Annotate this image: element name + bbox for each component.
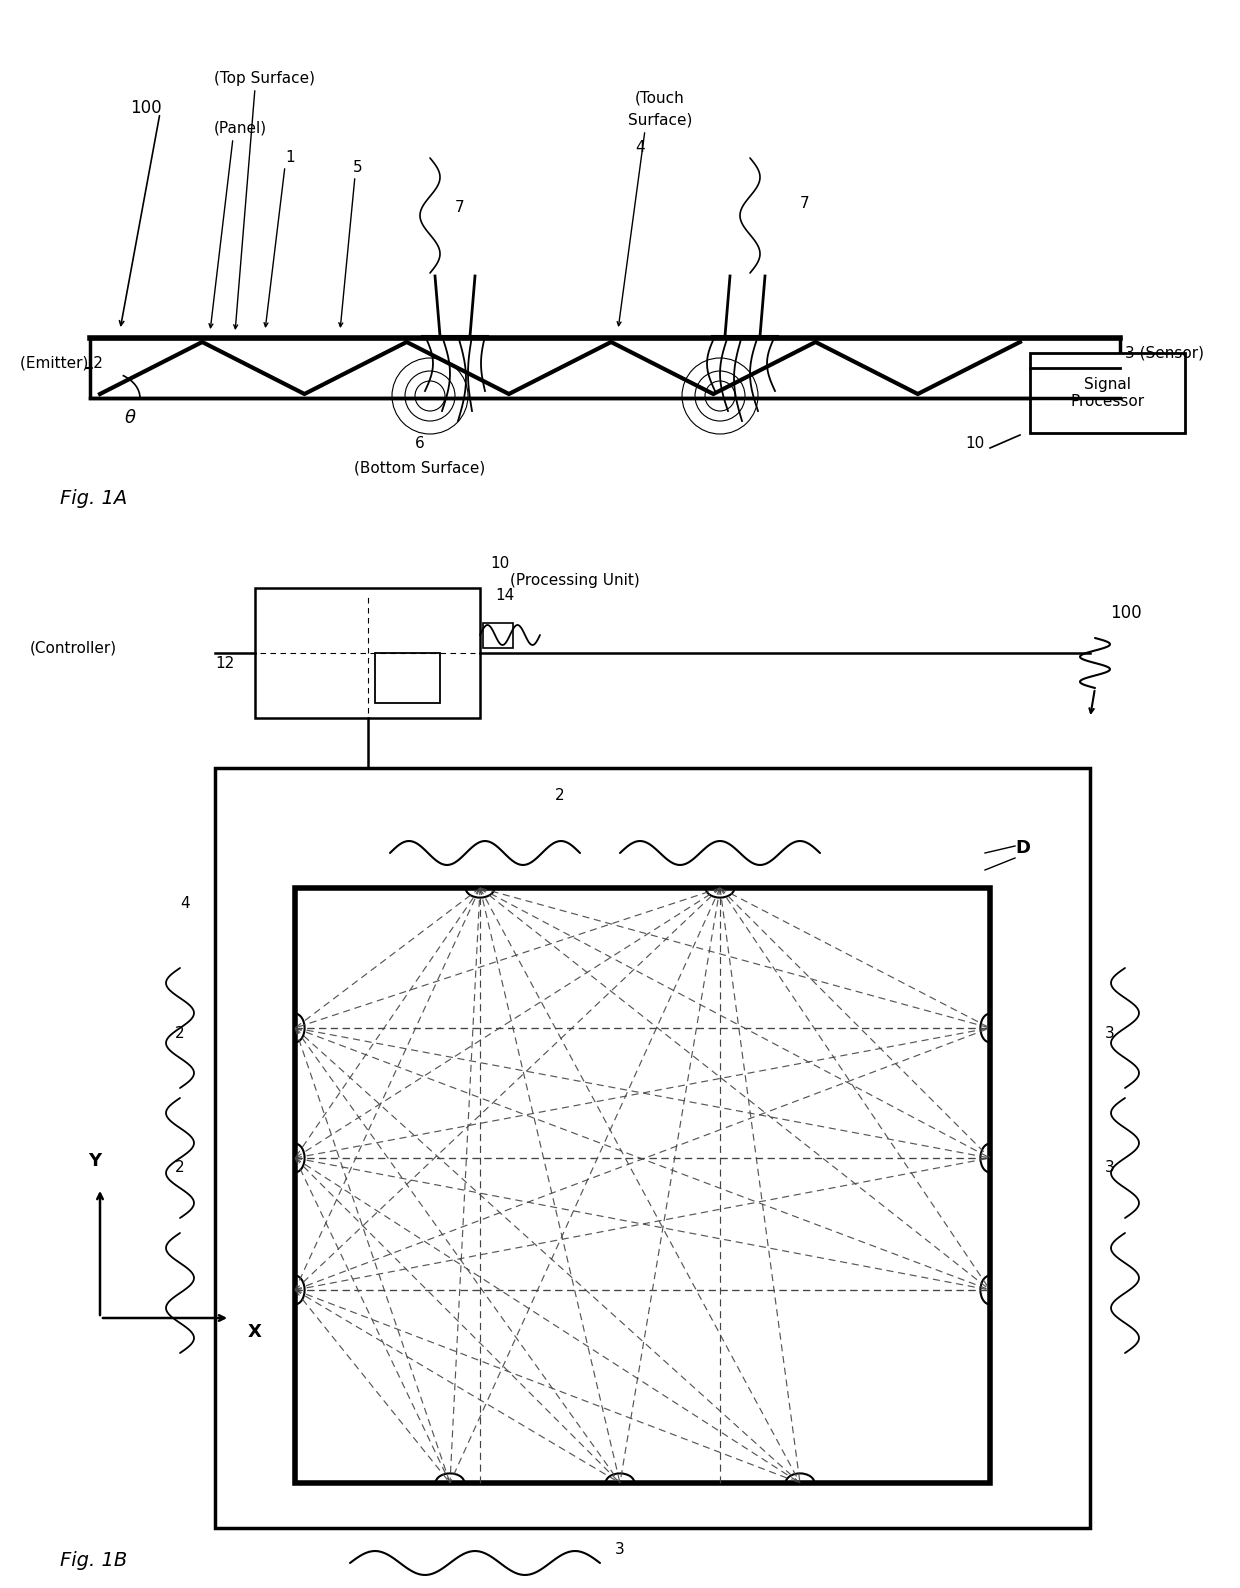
Text: 4: 4 [180,896,190,910]
Text: 14: 14 [495,588,515,602]
Text: (Emitter) 2: (Emitter) 2 [20,356,103,370]
Bar [295,888,990,1483]
Text: 3: 3 [1105,1161,1115,1175]
Text: 3: 3 [1105,1026,1115,1040]
Text: D: D [1016,838,1030,858]
Text: 2: 2 [175,1161,185,1175]
Bar [255,588,480,718]
Text: 2: 2 [175,1026,185,1040]
Text: $\theta$: $\theta$ [124,410,136,427]
Text: 10: 10 [490,556,510,570]
Text: (Touch: (Touch [635,91,684,105]
Bar [91,338,1120,399]
Text: 10: 10 [966,437,985,451]
Text: X: X [248,1323,262,1340]
Text: 2: 2 [556,789,564,804]
Text: (Top Surface): (Top Surface) [215,70,315,86]
Text: 100: 100 [130,98,161,118]
Text: 4: 4 [635,140,645,156]
Text: Fig. 1A: Fig. 1A [60,489,128,508]
Text: 6: 6 [415,435,425,451]
Bar [1030,353,1185,434]
Text: Surface): Surface) [627,113,692,127]
Text: Y: Y [88,1151,102,1170]
Text: 1: 1 [285,151,295,165]
Text: 100: 100 [1110,603,1142,622]
Text: (Controller): (Controller) [30,640,117,656]
Text: 3: 3 [615,1542,625,1558]
Bar [374,653,440,703]
Text: 7: 7 [455,200,465,216]
Text: 12: 12 [215,656,234,670]
Text: (Bottom Surface): (Bottom Surface) [355,461,486,475]
Text: 5: 5 [353,160,363,176]
Text: Fig. 1B: Fig. 1B [60,1550,128,1569]
Bar [484,622,513,648]
Text: (Panel): (Panel) [213,121,267,135]
Bar [215,769,1090,1528]
Text: 7: 7 [800,195,810,211]
Text: (Processing Unit): (Processing Unit) [510,573,640,588]
Text: Signal
Processor: Signal Processor [1070,376,1145,410]
Text: 3 (Sensor): 3 (Sensor) [1125,346,1204,360]
